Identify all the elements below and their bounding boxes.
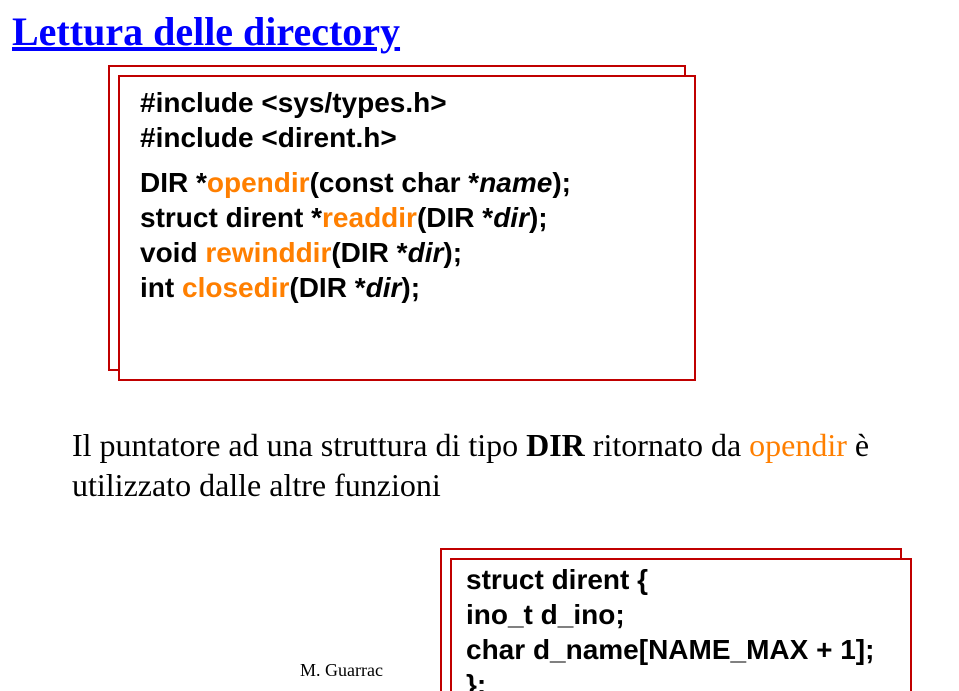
code-line-3: DIR *opendir(const char *name); — [140, 165, 571, 200]
body-mid: ritornato da — [585, 427, 749, 463]
body-dir: DIR — [526, 427, 585, 463]
slide: Lettura delle directory #include <sys/ty… — [0, 0, 959, 691]
code-line-2: #include <dirent.h> — [140, 120, 571, 155]
slide-title: Lettura delle directory — [12, 8, 400, 55]
struct-line-4: }; — [466, 667, 874, 691]
body-text: Il puntatore ad una struttura di tipo DI… — [72, 425, 902, 505]
struct-line-1: struct dirent { — [466, 562, 874, 597]
code-gap — [140, 155, 571, 165]
struct-box-inner: struct dirent { ino_t d_ino; char d_name… — [450, 558, 912, 691]
body-opendir: opendir — [749, 427, 847, 463]
struct-content: struct dirent { ino_t d_ino; char d_name… — [466, 562, 874, 691]
code-line-4: struct dirent *readdir(DIR *dir); — [140, 200, 571, 235]
code-line-5: void rewinddir(DIR *dir); — [140, 235, 571, 270]
code-line-6: int closedir(DIR *dir); — [140, 270, 571, 305]
body-pre: Il puntatore ad una struttura di tipo — [72, 427, 526, 463]
footer-author: M. Guarrac — [300, 660, 383, 681]
code-box-inner: #include <sys/types.h> #include <dirent.… — [118, 75, 696, 381]
code-line-1: #include <sys/types.h> — [140, 85, 571, 120]
struct-line-3: char d_name[NAME_MAX + 1]; — [466, 632, 874, 667]
struct-line-2: ino_t d_ino; — [466, 597, 874, 632]
code-content: #include <sys/types.h> #include <dirent.… — [140, 85, 571, 305]
